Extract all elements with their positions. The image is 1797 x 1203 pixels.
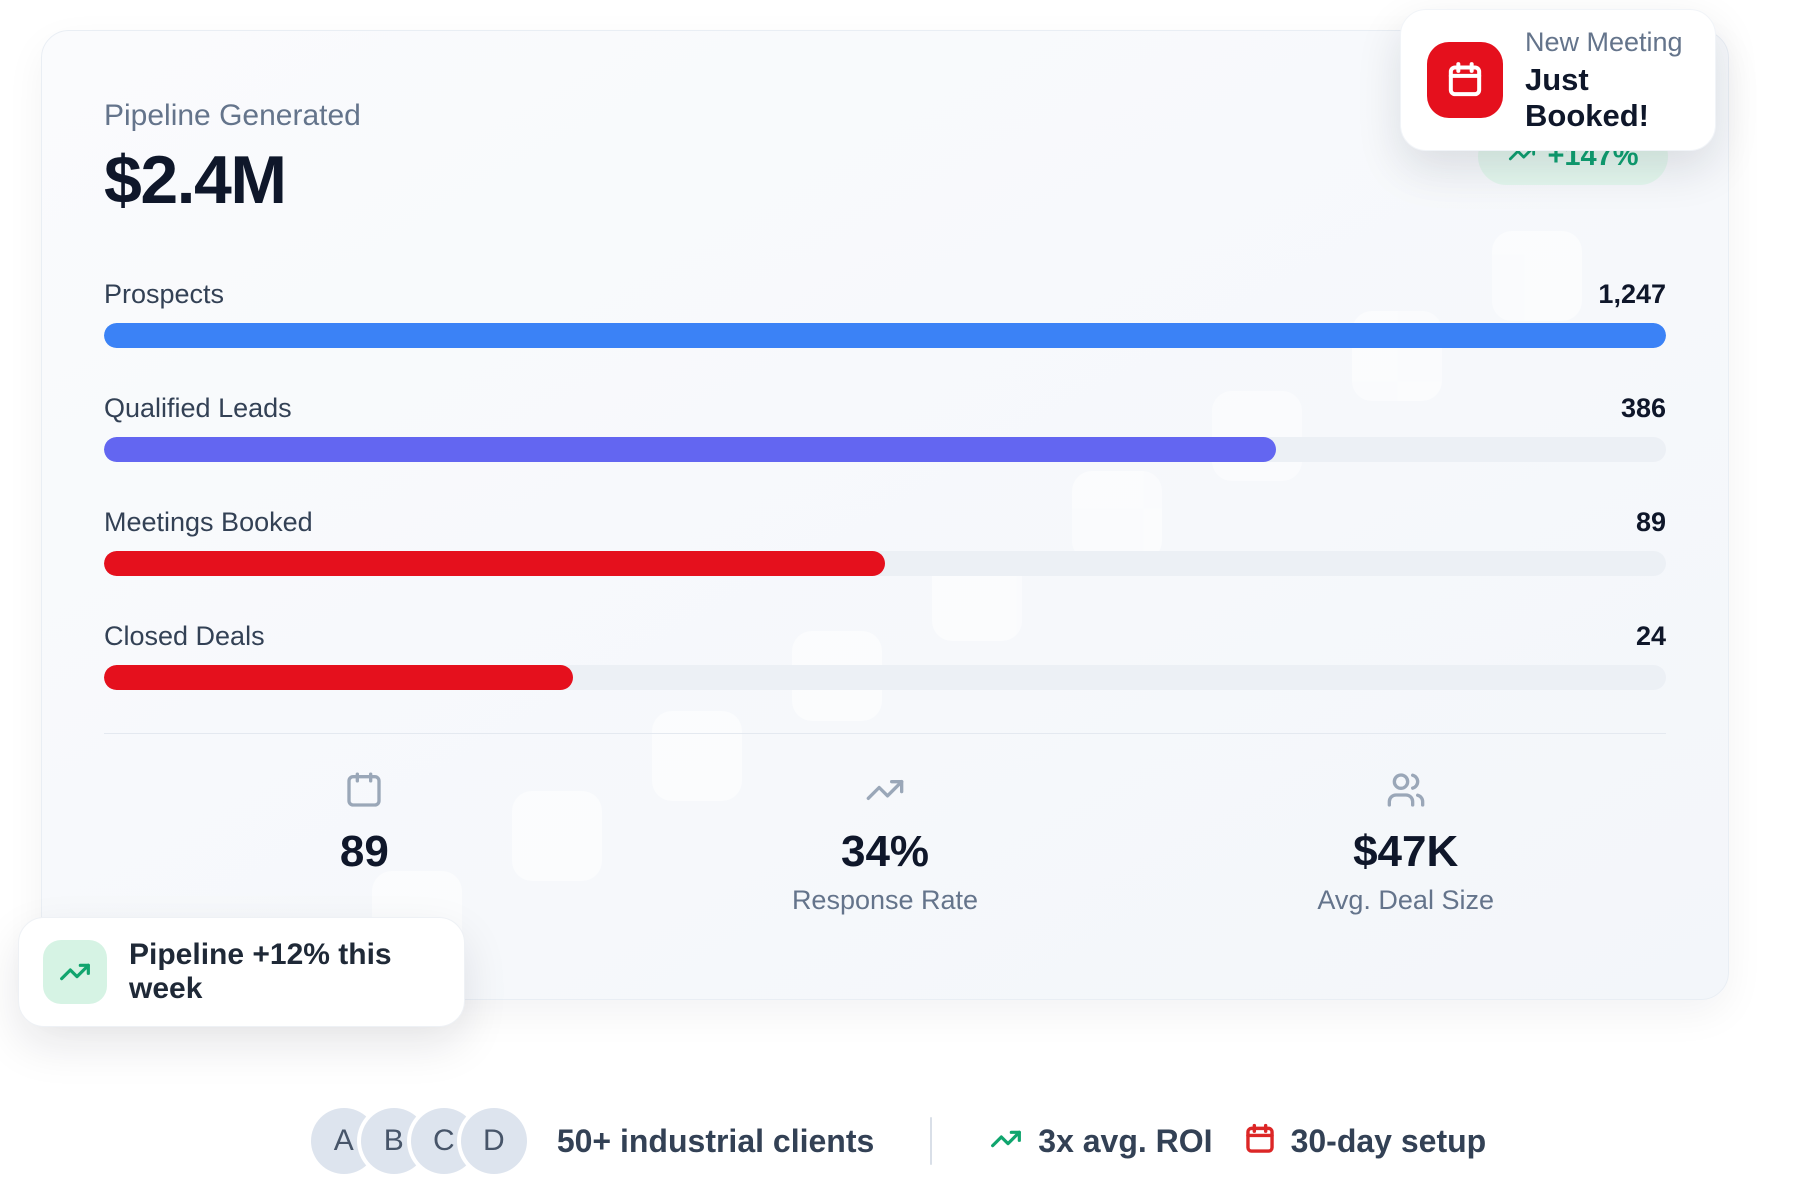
funnel-label: Closed Deals	[104, 620, 265, 651]
funnel-value: 386	[1620, 392, 1666, 423]
stat-response-rate: 34% Response Rate	[625, 770, 1146, 916]
stat-avg-deal-size: $47K Avg. Deal Size	[1145, 770, 1666, 916]
trust-bar: A B C D 50+ industrial clients 3x avg. R…	[0, 1108, 1797, 1174]
funnel-row-meetings-booked: Meetings Booked 89	[104, 505, 1666, 576]
client-avatars: A B C D	[310, 1108, 527, 1174]
stats-row: 89 34% Response Rate $4	[104, 734, 1666, 916]
setup-label: 30-day setup	[1290, 1122, 1487, 1159]
stat-value: 34%	[840, 827, 930, 876]
notification-title: New Meeting	[1525, 26, 1683, 57]
funnel-chart: Prospects 1,247 Qualified Leads 386 Meet…	[104, 277, 1666, 690]
progress-track	[104, 323, 1666, 348]
funnel-row-qualified-leads: Qualified Leads 386	[104, 391, 1666, 462]
progress-track	[104, 665, 1666, 690]
calendar-icon	[344, 772, 384, 814]
trend-up-icon	[43, 940, 107, 1004]
funnel-value: 24	[1635, 620, 1666, 651]
stat-value: 89	[339, 827, 389, 876]
stat-label: Avg. Deal Size	[1317, 885, 1494, 915]
funnel-row-prospects: Prospects 1,247	[104, 277, 1666, 348]
toast-label: Pipeline +12% this week	[129, 938, 392, 1005]
progress-fill-prospects	[104, 323, 1666, 348]
pipeline-amount: $2.4M	[104, 142, 287, 218]
progress-fill-closed-deals	[104, 665, 573, 690]
funnel-value: 89	[1635, 506, 1666, 537]
new-meeting-notification[interactable]: New Meeting Just Booked!	[1400, 9, 1716, 151]
stat-label: Response Rate	[791, 885, 979, 915]
funnel-value: 1,247	[1598, 278, 1666, 309]
roi-item: 3x avg. ROI	[988, 1122, 1213, 1160]
pipeline-growth-toast[interactable]: Pipeline +12% this week	[18, 917, 465, 1027]
avatar: D	[460, 1108, 527, 1174]
footer-divider	[930, 1117, 933, 1165]
stats-divider	[104, 733, 1666, 734]
stat-value: $47K	[1353, 827, 1459, 876]
trend-up-icon	[863, 780, 907, 814]
notification-subtitle: Just Booked!	[1525, 61, 1649, 133]
progress-fill-meetings-booked	[104, 551, 885, 576]
funnel-label: Qualified Leads	[104, 392, 292, 423]
funnel-row-closed-deals: Closed Deals 24	[104, 619, 1666, 690]
trend-up-icon	[988, 1123, 1024, 1160]
progress-track	[104, 437, 1666, 462]
funnel-label: Prospects	[104, 278, 225, 309]
page-title: Pipeline Generated	[104, 99, 361, 132]
calendar-icon	[1427, 42, 1503, 118]
progress-track	[104, 551, 1666, 576]
calendar-icon	[1243, 1122, 1277, 1161]
pipeline-dashboard-card: Pipeline Generated $2.4M Prospects 1,247…	[41, 30, 1729, 1000]
progress-fill-qualified-leads	[104, 437, 1276, 462]
setup-item: 30-day setup	[1243, 1122, 1487, 1161]
clients-label: 50+ industrial clients	[556, 1122, 875, 1159]
stat-meetings: 89	[104, 770, 625, 916]
funnel-label: Meetings Booked	[104, 506, 313, 537]
users-icon	[1385, 773, 1427, 814]
roi-label: 3x avg. ROI	[1038, 1122, 1213, 1159]
